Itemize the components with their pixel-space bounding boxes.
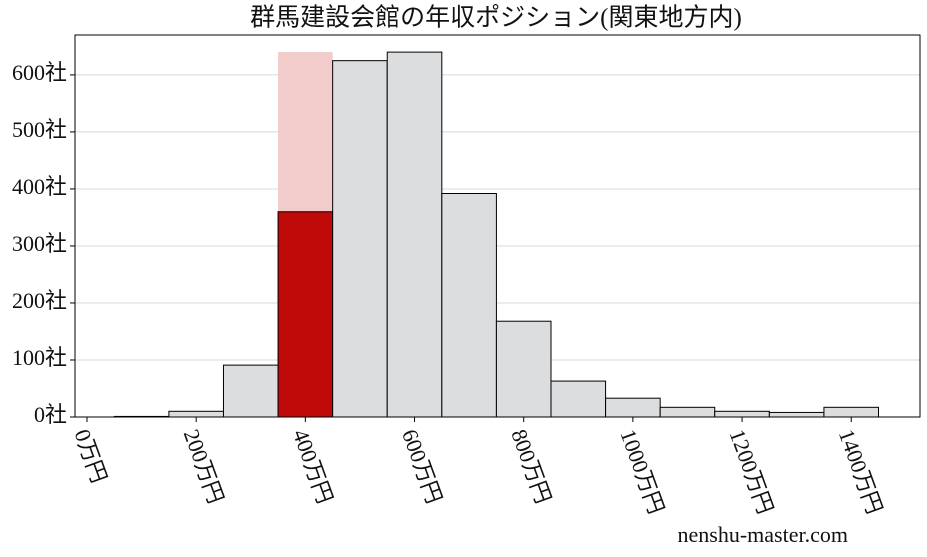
bar xyxy=(823,406,880,418)
bar xyxy=(768,411,825,418)
bar xyxy=(332,60,388,418)
y-tick-label: 600社 xyxy=(12,60,67,85)
chart-title: 群馬建設会館の年収ポジション(関東地方内) xyxy=(250,4,742,32)
x-tick-label: 0万円 xyxy=(70,426,112,486)
y-tick-label: 0社 xyxy=(34,402,67,427)
bar xyxy=(659,406,716,418)
y-tick-label: 200社 xyxy=(12,288,67,313)
bar xyxy=(386,51,443,418)
x-tick-label: 600万円 xyxy=(397,426,447,507)
bar xyxy=(605,397,661,418)
bar xyxy=(714,410,770,418)
bar xyxy=(550,380,607,418)
y-tick-label: 100社 xyxy=(12,345,67,370)
y-tick-label: 500社 xyxy=(12,117,67,142)
bar xyxy=(441,193,497,418)
x-tick-label: 800万円 xyxy=(506,426,556,507)
plot-frame xyxy=(74,34,921,418)
x-tick-label: 1400万円 xyxy=(834,426,888,517)
bar xyxy=(168,410,224,418)
x-tick-label: 200万円 xyxy=(179,426,229,507)
x-tick-label: 1000万円 xyxy=(615,426,669,517)
y-tick-label: 300社 xyxy=(12,231,67,256)
x-tick-label: 400万円 xyxy=(288,426,338,507)
bar xyxy=(222,364,279,418)
y-tick-label: 400社 xyxy=(12,174,67,199)
watermark: nenshu-master.com xyxy=(678,522,848,547)
x-tick-label: 1200万円 xyxy=(725,426,779,517)
bar xyxy=(277,211,334,418)
bar xyxy=(495,320,552,418)
